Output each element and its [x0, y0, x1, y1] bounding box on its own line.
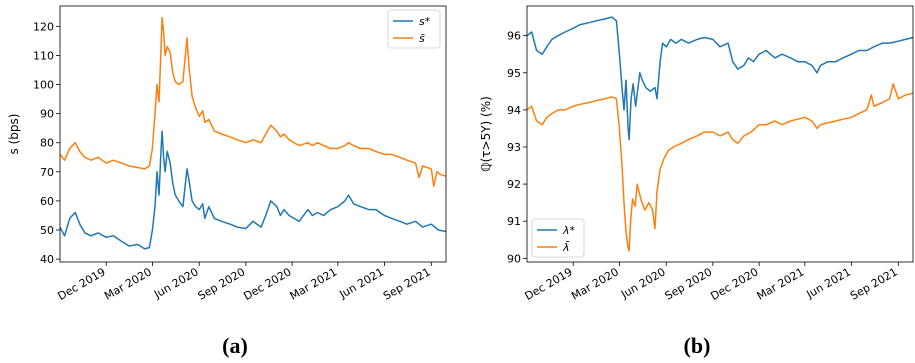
y-axis-label: s (bps): [7, 114, 21, 155]
x-tick-label: Mar 2020: [102, 265, 154, 302]
y-tick-label: 110: [33, 49, 54, 62]
y-tick-label: 120: [33, 20, 54, 33]
x-tick-label: Dec 2019: [523, 265, 575, 303]
y-tick-label: 96: [507, 30, 521, 43]
x-tick-label: Mar 2021: [755, 265, 807, 302]
legend-box: [531, 218, 585, 258]
y-tick-label: 95: [507, 67, 521, 80]
series-line-b-0: [526, 16, 914, 141]
y-axis-label: ℚ(τ>5Y) (%): [479, 96, 493, 172]
x-tick-label: Sep 2021: [381, 265, 433, 302]
caption-a: (a): [222, 333, 248, 358]
y-tick-label: 50: [40, 224, 54, 237]
series-line-b-1: [526, 83, 914, 252]
legend: λ* λ̄: [531, 218, 585, 258]
plot-frame: [526, 5, 914, 263]
y-tick-label: 91: [507, 215, 521, 228]
plot-frame: [59, 5, 447, 263]
y-tick-label: 90: [507, 252, 521, 265]
y-tick-label: 93: [507, 141, 521, 154]
legend-label: s*: [419, 15, 431, 28]
x-tick-label: Sep 2021: [848, 265, 900, 302]
series-line-a-0: [59, 130, 447, 250]
x-tick-label: Dec 2019: [56, 265, 108, 303]
legend: s* s̄: [387, 9, 441, 49]
y-tick-label: 90: [40, 108, 54, 121]
legend-label: λ*: [562, 224, 576, 237]
x-tick-label: Jun 2021: [337, 265, 387, 301]
y-tick-label: 100: [33, 79, 54, 92]
x-tick-label: Jun 2020: [151, 265, 201, 301]
x-tick-label: Mar 2020: [569, 265, 621, 302]
x-tick-label: Sep 2020: [663, 265, 715, 302]
legend-label: s̄: [419, 32, 425, 45]
x-tick-label: Jun 2021: [804, 265, 854, 301]
x-tick-label: Jun 2020: [618, 265, 668, 301]
y-tick-label: 60: [40, 195, 54, 208]
legend-box: [387, 9, 441, 49]
y-tick-label: 80: [40, 137, 54, 150]
x-tick-label: Dec 2020: [708, 265, 760, 303]
y-tick-label: 92: [507, 178, 521, 191]
series-line-a-1: [59, 16, 447, 188]
y-tick-label: 40: [40, 253, 54, 266]
x-tick-label: Mar 2021: [288, 265, 340, 302]
x-tick-label: Dec 2020: [241, 265, 293, 303]
legend-label: λ̄: [562, 241, 570, 254]
caption-b: (b): [684, 333, 711, 358]
x-tick-label: Sep 2020: [196, 265, 248, 302]
y-tick-label: 94: [507, 104, 521, 117]
y-tick-label: 70: [40, 166, 54, 179]
